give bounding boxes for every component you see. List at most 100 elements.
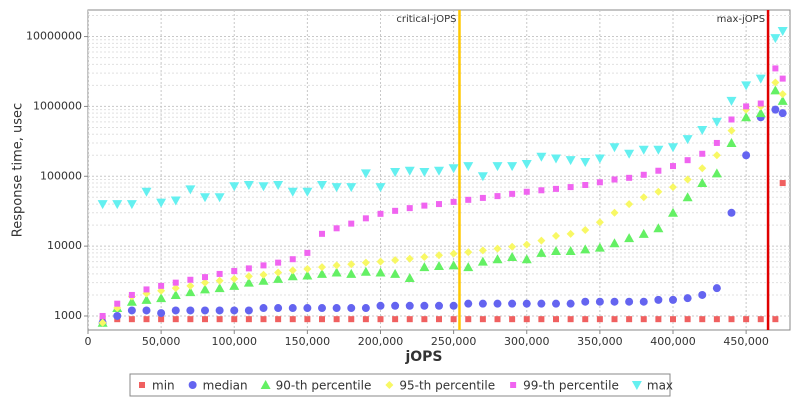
point	[581, 226, 590, 235]
point	[463, 262, 474, 272]
point	[273, 180, 284, 190]
point	[771, 78, 780, 87]
legend-label: 90-th percentile	[276, 379, 372, 393]
point	[553, 185, 559, 192]
point	[450, 198, 457, 205]
point	[713, 316, 720, 323]
point	[274, 304, 283, 313]
point	[464, 299, 473, 308]
point	[436, 201, 442, 208]
point	[214, 283, 225, 293]
point	[435, 251, 443, 260]
point	[156, 293, 167, 303]
point	[126, 296, 137, 306]
legend-marker	[631, 381, 642, 390]
point	[743, 316, 750, 323]
point	[200, 284, 210, 294]
point	[521, 159, 532, 169]
point	[112, 200, 123, 210]
point	[712, 284, 721, 293]
point	[538, 187, 545, 194]
point	[141, 187, 152, 197]
point	[275, 259, 282, 266]
point	[777, 27, 788, 37]
point	[728, 116, 735, 123]
point	[216, 316, 223, 323]
point	[99, 312, 106, 319]
point	[626, 316, 633, 323]
point	[347, 260, 356, 269]
point	[669, 183, 677, 192]
point	[362, 316, 369, 323]
point	[772, 65, 779, 72]
y-tick-label: 10000000	[26, 30, 82, 43]
point	[552, 231, 560, 240]
point	[684, 316, 691, 323]
point	[172, 316, 179, 323]
point	[699, 316, 706, 323]
point	[348, 316, 355, 323]
point	[580, 158, 591, 168]
point	[478, 246, 487, 255]
point	[624, 149, 635, 159]
point	[289, 256, 296, 263]
legend-label: min	[152, 379, 175, 393]
point	[245, 316, 252, 323]
point	[391, 256, 400, 265]
reference-label: critical-jOPS	[396, 14, 456, 25]
x-tick-label: 350,000	[577, 335, 623, 348]
point	[405, 301, 414, 310]
point	[479, 316, 486, 323]
point	[260, 316, 267, 323]
point	[216, 270, 223, 277]
point	[317, 268, 327, 278]
point	[640, 171, 647, 178]
point	[711, 168, 722, 178]
point	[375, 183, 386, 193]
point	[713, 139, 720, 146]
point	[332, 304, 341, 313]
legend-marker	[260, 380, 271, 389]
point	[332, 261, 341, 270]
point	[683, 294, 692, 303]
point	[478, 299, 487, 308]
point	[348, 220, 355, 227]
point	[465, 316, 472, 323]
point	[639, 193, 648, 202]
point	[319, 316, 325, 323]
x-tick-label: 100,000	[212, 335, 258, 348]
point	[492, 254, 503, 264]
point	[288, 266, 297, 275]
point	[377, 316, 384, 323]
point	[304, 316, 311, 323]
point	[610, 297, 619, 306]
point	[420, 301, 429, 310]
point	[728, 316, 735, 323]
y-tick-label: 10000	[47, 239, 82, 252]
legend-marker	[385, 381, 394, 389]
point	[463, 162, 474, 172]
point	[244, 306, 253, 315]
point	[668, 207, 678, 217]
point	[215, 306, 224, 315]
point	[141, 294, 152, 304]
point	[419, 262, 430, 272]
point	[596, 316, 603, 323]
x-tick-label: 50,000	[142, 335, 181, 348]
legend-label: 95-th percentile	[399, 379, 495, 393]
point	[390, 268, 401, 278]
point	[654, 187, 663, 196]
point	[186, 281, 195, 290]
legend-marker	[139, 382, 145, 388]
point	[682, 135, 693, 145]
point	[536, 247, 547, 257]
x-tick-label: 400,000	[650, 335, 696, 348]
point	[508, 242, 517, 251]
point	[185, 185, 196, 195]
point	[670, 163, 676, 170]
point	[770, 85, 781, 95]
point	[361, 258, 370, 267]
x-tick-label: 450,000	[723, 335, 769, 348]
point	[245, 265, 252, 272]
